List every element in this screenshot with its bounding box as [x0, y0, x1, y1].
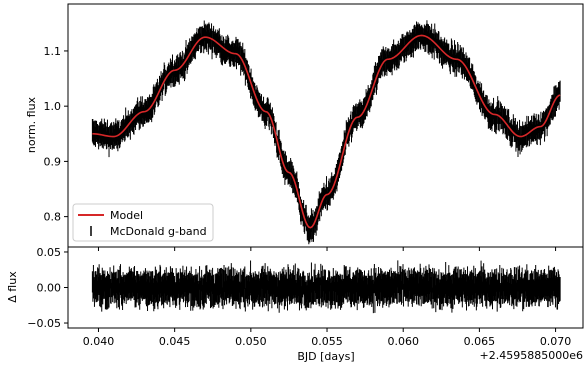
residuals-x-ticks: 0.040 0.045 0.050 0.055 0.060 0.065 0.070: [83, 328, 572, 348]
main-x-ticks: [97, 247, 557, 251]
x-tick-label: 0.045: [159, 335, 191, 348]
main-y-tick-label: 1.0: [44, 100, 62, 113]
x-tick-label: 0.065: [464, 335, 496, 348]
residuals-y-ticks: −0.05 0.00 0.05: [27, 246, 68, 330]
legend: Model McDonald g-band: [72, 203, 214, 242]
x-offset-label: +2.4595885000e6: [480, 349, 583, 362]
main-y-tick-label: 1.1: [44, 45, 62, 58]
residuals-y-axis-label: Δ flux: [6, 271, 19, 303]
residual-errorbars: [91, 260, 561, 314]
x-tick-label: 0.070: [540, 335, 572, 348]
residuals-panel: −0.050.000.05 0.040 0.045 0.050 0.055 0.060 0…: [6, 246, 584, 363]
x-axis-label: BJD [days]: [297, 350, 354, 363]
residuals-y-tick-label: −0.05: [27, 317, 61, 330]
main-panel: 0.8 0.9 1.0 1.1 norm. flux Model McDonald g…: [25, 3, 584, 251]
legend-data-label: McDonald g-band: [110, 225, 207, 238]
residuals-y-tick-label: 0.00: [37, 282, 62, 295]
main-y-axis-label: norm. flux: [25, 96, 38, 153]
main-y-tick-label: 0.9: [44, 155, 62, 168]
main-y-ticks: 0.8 0.9 1.0 1.1: [44, 45, 68, 224]
residuals-data-layer: [91, 260, 561, 314]
x-tick-label: 0.050: [235, 335, 267, 348]
x-tick-label: 0.055: [311, 335, 343, 348]
model-layer: [92, 34, 561, 229]
x-tick-label: 0.040: [83, 335, 115, 348]
main-y-tick-label: 0.8: [44, 211, 62, 224]
model-line: [92, 34, 561, 229]
legend-box: [72, 203, 214, 242]
legend-model-label: Model: [110, 209, 143, 222]
x-tick-label: 0.060: [387, 335, 419, 348]
residuals-y-tick-label: 0.05: [37, 246, 62, 259]
